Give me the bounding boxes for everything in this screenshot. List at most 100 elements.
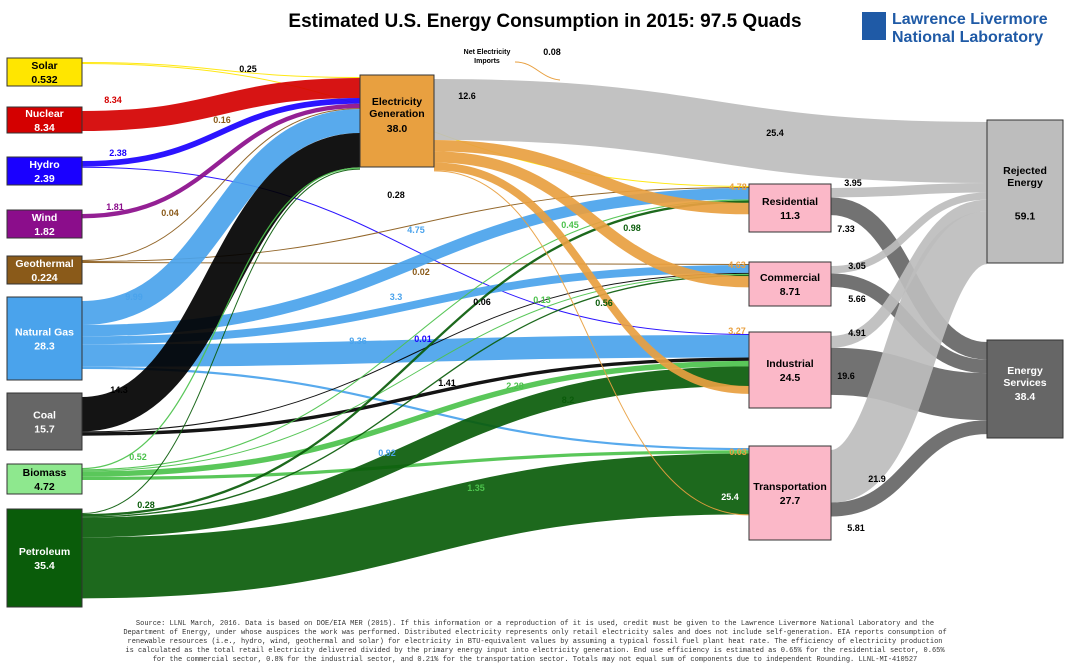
flow-value: 0.56: [595, 298, 613, 308]
node-label: Residential: [762, 196, 818, 208]
footnote-line: Source: LLNL March, 2016. Data is based …: [136, 620, 934, 628]
flow: [81, 168, 361, 514]
node-box: [6, 209, 83, 239]
node-box: [748, 331, 832, 409]
imports-value: 0.08: [543, 47, 561, 57]
flow: [81, 453, 750, 599]
flow-value: 2.38: [109, 148, 127, 158]
logo-line: National Laboratory: [892, 29, 1043, 46]
node-box: [748, 445, 832, 541]
node-value: 59.1: [1015, 211, 1036, 223]
flow-value: 1.81: [106, 202, 124, 212]
flow-value: 0.13: [533, 295, 551, 305]
flow-value: 0.06: [473, 297, 491, 307]
node-box: [986, 119, 1064, 264]
flow: [81, 98, 361, 167]
node-value: 28.3: [34, 341, 55, 353]
node-label: Industrial: [766, 358, 813, 370]
flow: [433, 151, 750, 288]
flow-value: 0.45: [561, 220, 579, 230]
flow: [830, 199, 988, 348]
flow: [81, 335, 750, 367]
node-label: Energy Services: [1003, 365, 1046, 389]
flow-value: 19.6: [837, 371, 855, 381]
node-value: 15.7: [34, 424, 55, 436]
flow: [81, 133, 361, 432]
node-value: 4.72: [34, 481, 55, 493]
flow: [81, 273, 750, 472]
node-label: Biomass: [23, 467, 67, 479]
flow-value: 3.95: [844, 178, 862, 188]
flow: [830, 420, 988, 517]
node-value: 35.4: [34, 560, 55, 572]
flow-value: 0.02: [412, 267, 430, 277]
flow-value: 0.28: [137, 500, 155, 510]
node-box: [6, 156, 83, 186]
flow-value: 0.01: [414, 334, 432, 344]
nodes: Solar 0.532 Nuclear 8.34 Hydro 2.39 Wind 1.82 Ge…: [6, 57, 1064, 608]
footnote-line: is calculated as the total retail electr…: [125, 647, 945, 655]
logo-mark: [862, 12, 886, 40]
flow: [81, 108, 361, 261]
flow-value: 4.91: [848, 328, 866, 338]
node-value: 27.7: [780, 495, 801, 507]
flow-value: 0.25: [239, 64, 257, 74]
flow: [433, 139, 750, 215]
flow-value: 5.81: [847, 523, 865, 533]
flow: [81, 199, 750, 471]
electricity-delivered: 12.6: [458, 91, 476, 101]
flow-value: 9.36: [349, 336, 367, 346]
title: Estimated U.S. Energy Consumption in 201…: [288, 11, 801, 32]
flow-value: 0.28: [387, 190, 405, 200]
node-value: 38.4: [1015, 391, 1036, 403]
node-box: [6, 106, 83, 134]
flow-value: 0.04: [161, 208, 179, 218]
logo-line: Lawrence Livermore: [892, 11, 1048, 28]
flow-value: 25.4: [766, 128, 784, 138]
flow-value: 8.2: [562, 395, 575, 405]
flow: [433, 162, 750, 394]
footnote-line: renewable resources (i.e., hydro, wind, …: [128, 638, 943, 646]
imports-label: Net Electricity Imports: [464, 49, 511, 65]
node-box: [748, 183, 832, 233]
flow: [830, 182, 988, 198]
node-value: 8.71: [780, 286, 801, 298]
node-value: 38.0: [387, 123, 408, 135]
node-value: 0.224: [31, 272, 57, 284]
flow: [81, 167, 361, 470]
flow: [81, 62, 361, 78]
flow-value: 7.33: [837, 224, 855, 234]
flow: [81, 78, 361, 132]
flow-value: 8.34: [104, 95, 122, 105]
flow: [81, 109, 361, 325]
node-value: 1.82: [34, 226, 55, 238]
node-label: Nuclear: [25, 108, 64, 120]
flow: [81, 272, 750, 433]
node-value: 2.39: [34, 173, 55, 185]
flow-value: 9.99: [125, 292, 143, 302]
flow: [81, 360, 750, 477]
node-value: 8.34: [34, 122, 55, 134]
node-box: [6, 57, 83, 87]
labels: 0.25 0.28 8.34 2.38 0.01 1.81 0.16 0.04 0.02 9.99…: [104, 47, 886, 533]
flow-value: 4.75: [407, 225, 425, 235]
flow-value: 25.4: [721, 492, 739, 502]
node-box: [6, 392, 83, 451]
node-box: [6, 508, 83, 608]
footnote-line: Department of Energy, under whose auspic…: [123, 629, 946, 637]
flow: [81, 366, 750, 451]
node-label: Transportation: [753, 481, 827, 493]
node-label: Natural Gas: [15, 327, 74, 339]
node-box: [748, 261, 832, 307]
node-label: Hydro: [29, 159, 59, 171]
flow: [433, 79, 988, 183]
flow-value: 0.03: [729, 447, 747, 457]
node-label: Petroleum: [19, 546, 70, 558]
node-value: 0.532: [31, 74, 57, 86]
node-box: [986, 339, 1064, 439]
flow-value: 2.28: [506, 381, 524, 391]
footnote-line: for the commercial sector, 0.8% for the …: [153, 656, 918, 664]
flow: [81, 200, 750, 517]
node-value: 11.3: [780, 210, 800, 222]
